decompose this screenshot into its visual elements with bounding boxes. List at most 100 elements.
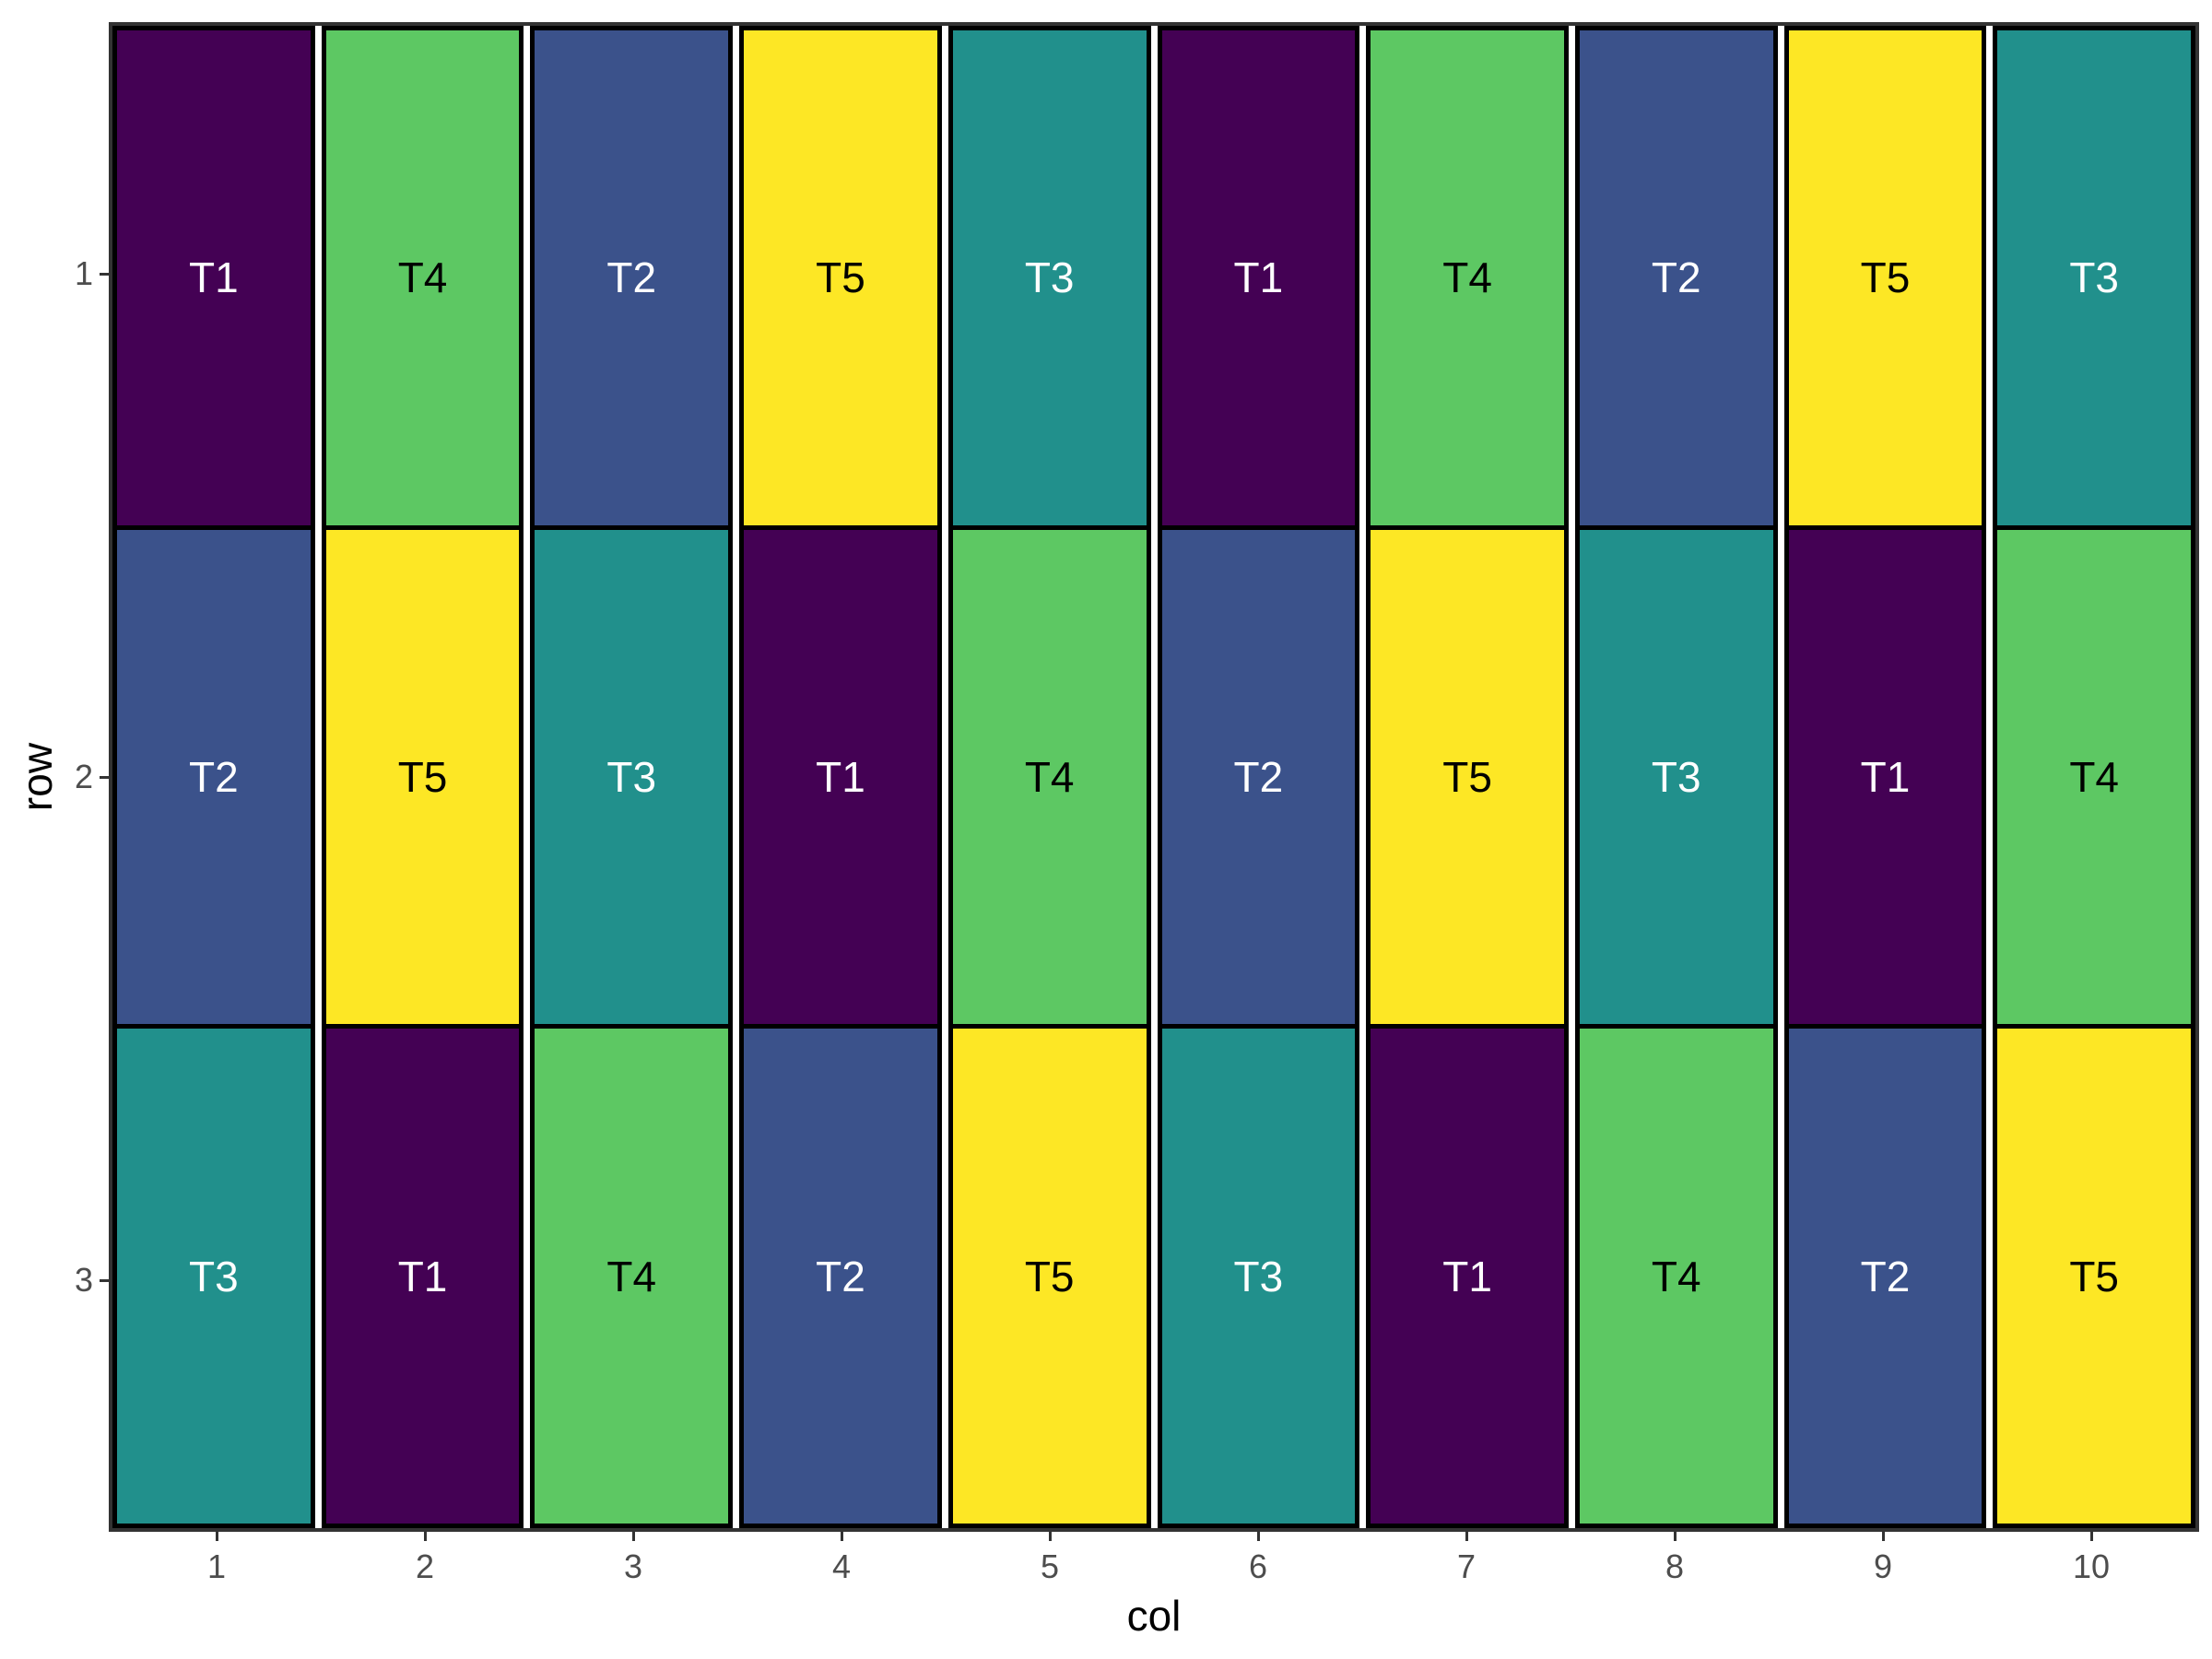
x-axis-slot-8: 8 <box>1571 1532 1779 1586</box>
x-axis-slot-2: 2 <box>321 1532 529 1586</box>
x-tick-mark <box>1048 1532 1052 1541</box>
y-tick-mark <box>100 775 109 779</box>
y-axis-slot-2: 2 <box>44 525 109 1029</box>
tile-row1-col4: T5 <box>739 26 942 530</box>
tile-row2-col1: T2 <box>112 524 315 1030</box>
x-tick-label: 7 <box>1456 1547 1477 1585</box>
tile-label: T2 <box>816 1252 865 1300</box>
x-axis: 1 2 3 4 5 6 7 8 9 10 <box>112 1532 2195 1586</box>
x-tick-label: 10 <box>2072 1547 2111 1585</box>
tile-row1-col5: T3 <box>947 26 1151 530</box>
tile-column-5: T3 T4 T5 <box>947 26 1151 1529</box>
x-axis-slot-7: 7 <box>1362 1532 1571 1586</box>
tile-label: T1 <box>397 1252 448 1300</box>
tile-row2-col6: T2 <box>1157 524 1360 1030</box>
tile-row2-col2: T5 <box>321 524 524 1030</box>
x-tick-label: 8 <box>1665 1547 1685 1585</box>
tile-label: T3 <box>189 1252 239 1300</box>
tile-label: T4 <box>1651 1252 1701 1300</box>
tile-row1-col6: T1 <box>1157 26 1360 530</box>
x-tick-mark <box>215 1532 218 1541</box>
tile-label: T3 <box>1233 1252 1284 1300</box>
tile-label: T4 <box>397 253 448 302</box>
tile-row3-col7: T1 <box>1366 1024 1569 1529</box>
tile-label: T5 <box>397 753 448 801</box>
tile-row3-col4: T2 <box>739 1024 942 1529</box>
tile-row3-col8: T4 <box>1574 1024 1778 1529</box>
x-axis-slot-6: 6 <box>1154 1532 1362 1586</box>
tile-label: T2 <box>1233 753 1284 801</box>
x-axis-slot-1: 1 <box>112 1532 321 1586</box>
x-axis-slot-5: 5 <box>946 1532 1154 1586</box>
tile-label: T1 <box>1442 1252 1492 1300</box>
x-tick-label: 3 <box>623 1547 643 1585</box>
tile-row3-col1: T3 <box>112 1024 315 1529</box>
tile-column-1: T1 T2 T3 <box>112 26 315 1529</box>
x-axis-slot-4: 4 <box>737 1532 946 1586</box>
tile-row1-col10: T3 <box>1993 26 2196 530</box>
x-tick-label: 6 <box>1248 1547 1268 1585</box>
y-tick-label: 2 <box>74 758 93 795</box>
x-tick-mark <box>423 1532 427 1541</box>
tile-label: T1 <box>189 253 239 302</box>
tile-label: T1 <box>1233 253 1284 302</box>
x-axis-title: col <box>1126 1592 1182 1640</box>
tile-column-10: T3 T4 T5 <box>1993 26 2196 1529</box>
x-tick-label: 1 <box>206 1547 227 1585</box>
tile-label: T4 <box>2069 753 2120 801</box>
y-tick-mark <box>100 272 109 276</box>
x-tick-label: 5 <box>1040 1547 1060 1585</box>
tile-row1-col8: T2 <box>1574 26 1778 530</box>
tile-row2-col7: T5 <box>1366 524 1569 1030</box>
tile-label: T1 <box>1860 753 1911 801</box>
x-axis-slot-9: 9 <box>1779 1532 1987 1586</box>
tile-row2-col3: T3 <box>530 524 734 1030</box>
tile-row1-col1: T1 <box>112 26 315 530</box>
tile-column-9: T5 T1 T2 <box>1783 26 1987 1529</box>
y-tick-label: 1 <box>74 254 93 292</box>
tile-label: T4 <box>1442 253 1492 302</box>
tile-column-6: T1 T2 T3 <box>1157 26 1360 1529</box>
tile-row3-col2: T1 <box>321 1024 524 1529</box>
tile-label: T5 <box>1024 1252 1075 1300</box>
y-axis-slot-3: 3 <box>44 1029 109 1532</box>
x-tick-mark <box>2089 1532 2093 1541</box>
tile-label: T5 <box>2069 1252 2120 1300</box>
tile-row3-col9: T2 <box>1783 1024 1987 1529</box>
tile-label: T5 <box>1860 253 1911 302</box>
x-tick-mark <box>840 1532 843 1541</box>
y-axis: 1 2 3 <box>44 22 109 1532</box>
y-tick-mark <box>100 1278 109 1282</box>
tile-row1-col3: T2 <box>530 26 734 530</box>
tile-label: T2 <box>1651 253 1701 302</box>
tile-label: T3 <box>1651 753 1701 801</box>
x-axis-slot-10: 10 <box>1987 1532 2195 1586</box>
tile-label: T4 <box>606 1252 657 1300</box>
x-axis-slot-3: 3 <box>529 1532 737 1586</box>
tile-row1-col7: T4 <box>1366 26 1569 530</box>
tile-label: T5 <box>1442 753 1492 801</box>
tile-row3-col10: T5 <box>1993 1024 2196 1529</box>
x-tick-label: 4 <box>831 1547 852 1585</box>
tile-label: T2 <box>606 253 657 302</box>
x-tick-mark <box>1465 1532 1468 1541</box>
x-tick-mark <box>1881 1532 1885 1541</box>
tile-label: T4 <box>1024 753 1075 801</box>
tile-label: T1 <box>816 753 865 801</box>
tile-row1-col9: T5 <box>1783 26 1987 530</box>
tile-label: T3 <box>1024 253 1075 302</box>
tile-label: T2 <box>189 753 239 801</box>
tile-row2-col4: T1 <box>739 524 942 1030</box>
tile-row2-col9: T1 <box>1783 524 1987 1030</box>
tile-label: T3 <box>606 753 657 801</box>
tile-column-3: T2 T3 T4 <box>530 26 734 1529</box>
y-axis-slot-1: 1 <box>44 22 109 525</box>
x-tick-mark <box>631 1532 635 1541</box>
tile-row3-col6: T3 <box>1157 1024 1360 1529</box>
tile-row2-col10: T4 <box>1993 524 2196 1030</box>
tile-column-7: T4 T5 T1 <box>1366 26 1569 1529</box>
tile-column-8: T2 T3 T4 <box>1574 26 1778 1529</box>
x-tick-label: 2 <box>415 1547 435 1585</box>
tile-label: T2 <box>1860 1252 1911 1300</box>
tile-row3-col5: T5 <box>947 1024 1151 1529</box>
